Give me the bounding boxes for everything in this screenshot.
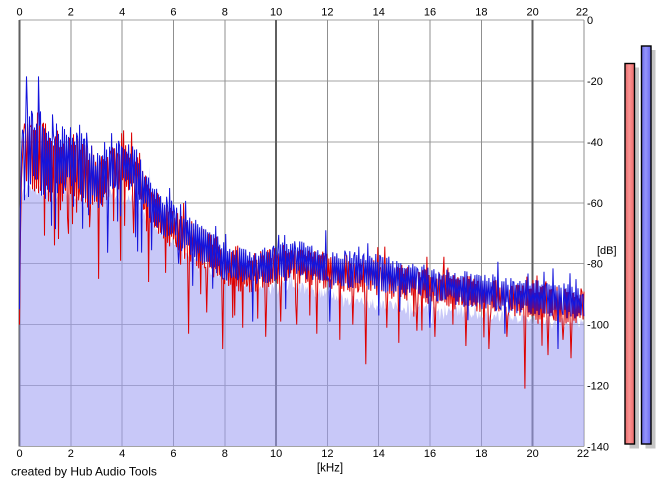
svg-text:0: 0 <box>587 15 593 27</box>
svg-text:6: 6 <box>170 448 176 460</box>
svg-text:-80: -80 <box>587 259 603 271</box>
svg-text:[kHz]: [kHz] <box>317 463 343 475</box>
svg-text:0: 0 <box>16 7 22 19</box>
svg-text:4: 4 <box>119 7 125 19</box>
svg-text:18: 18 <box>475 448 487 460</box>
svg-text:created by Hub Audio Tools: created by Hub Audio Tools <box>11 465 157 479</box>
svg-text:-120: -120 <box>587 381 609 393</box>
svg-text:[dB]: [dB] <box>597 245 617 257</box>
svg-text:-100: -100 <box>587 320 609 332</box>
svg-text:14: 14 <box>373 448 385 460</box>
svg-text:2: 2 <box>68 448 74 460</box>
svg-text:4: 4 <box>119 448 125 460</box>
svg-text:22: 22 <box>577 448 589 460</box>
svg-text:10: 10 <box>270 7 282 19</box>
svg-text:-140: -140 <box>587 442 609 454</box>
svg-text:12: 12 <box>321 7 333 19</box>
svg-text:16: 16 <box>424 7 436 19</box>
svg-text:2: 2 <box>68 7 74 19</box>
svg-text:22: 22 <box>576 7 588 19</box>
svg-text:8: 8 <box>222 448 228 460</box>
svg-text:-60: -60 <box>587 198 603 210</box>
svg-text:20: 20 <box>527 448 539 460</box>
svg-text:14: 14 <box>373 7 385 19</box>
svg-text:8: 8 <box>222 7 228 19</box>
svg-text:12: 12 <box>321 448 333 460</box>
svg-text:20: 20 <box>527 7 539 19</box>
svg-text:-20: -20 <box>587 76 603 88</box>
svg-text:6: 6 <box>170 7 176 19</box>
svg-text:18: 18 <box>475 7 487 19</box>
svg-text:0: 0 <box>16 448 22 460</box>
svg-text:10: 10 <box>270 448 282 460</box>
svg-text:16: 16 <box>424 448 436 460</box>
svg-text:-40: -40 <box>587 137 603 149</box>
